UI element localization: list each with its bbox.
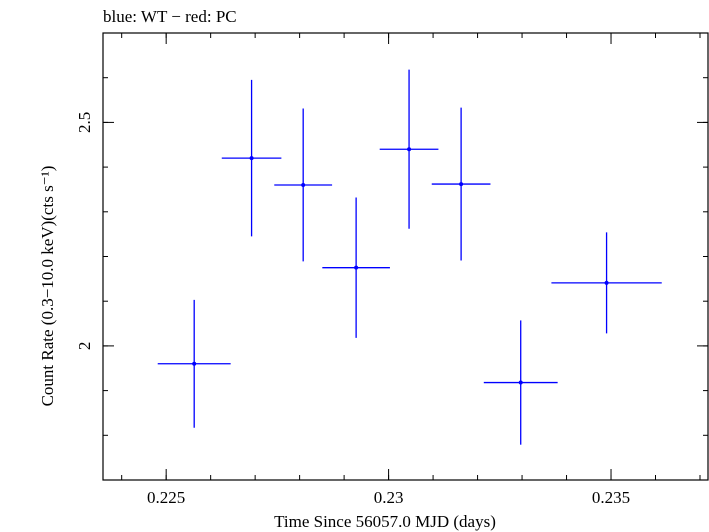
axis-ticks: 0.225 0.23 0.235 2 2.5 <box>75 32 708 507</box>
data-marker <box>192 361 197 366</box>
data-marker <box>407 147 412 152</box>
chart-title: blue: WT − red: PC <box>103 7 237 26</box>
series-wt <box>157 69 662 445</box>
data-marker <box>604 280 609 285</box>
x-tick-label: 0.235 <box>592 488 630 507</box>
data-marker <box>518 380 523 385</box>
data-marker <box>354 265 359 270</box>
y-tick-label: 2.5 <box>75 112 94 133</box>
data-point <box>322 197 390 338</box>
data-marker <box>249 156 254 161</box>
data-point <box>379 69 439 229</box>
data-point <box>431 107 491 261</box>
x-tick-label: 0.225 <box>147 488 185 507</box>
series-layer <box>157 69 662 445</box>
y-tick-label: 2 <box>75 342 94 351</box>
data-point <box>483 320 558 445</box>
x-axis-label: Time Since 56057.0 MJD (days) <box>274 512 496 531</box>
data-point <box>551 232 662 334</box>
x-tick-label: 0.23 <box>374 488 404 507</box>
data-point <box>221 79 282 237</box>
y-axis-label: Count Rate (0.3−10.0 keV)(cts s⁻¹) <box>38 166 57 407</box>
data-point <box>157 299 231 428</box>
data-marker <box>301 182 306 187</box>
data-point <box>274 108 333 262</box>
data-marker <box>459 182 464 187</box>
